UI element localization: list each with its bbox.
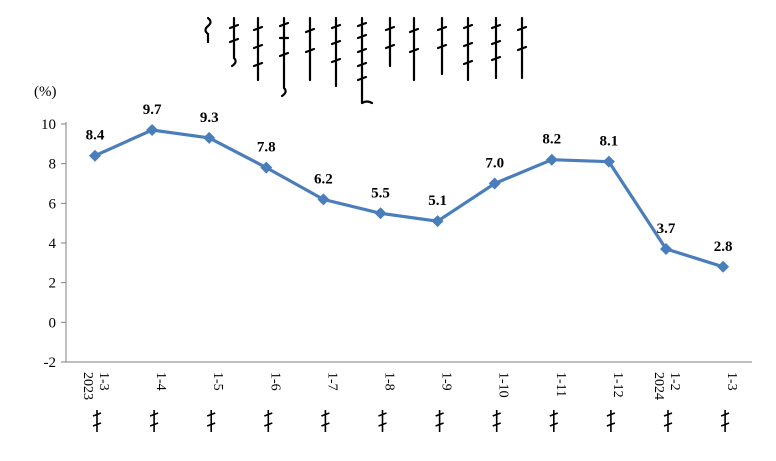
x-tick-label-9: 1-12: [610, 372, 625, 398]
data-label-11: 2.8: [714, 239, 733, 255]
data-point-3: [260, 161, 273, 174]
y-axis-ticks: -2 0 2 4 6 8 10: [41, 117, 66, 371]
data-label-8: 8.2: [542, 132, 561, 148]
data-label-6: 5.1: [428, 193, 447, 209]
data-label-3: 7.8: [257, 140, 276, 156]
x-tick-label-11: 1-3: [724, 372, 739, 391]
data-label-2: 9.3: [200, 110, 219, 126]
x-tick-script-glyph-5: [378, 410, 387, 432]
x-tick-script-glyph-8: [549, 410, 559, 432]
data-point-0: [89, 149, 101, 162]
data-label-9: 8.1: [600, 134, 619, 150]
x-tick-script-glyph-6: [435, 410, 444, 432]
data-point-6: [431, 215, 444, 228]
x-tick-script-glyph-7: [492, 410, 501, 432]
series-markers: [89, 123, 730, 273]
x-tick-script-glyph-11: [720, 410, 730, 432]
data-point-4: [317, 193, 330, 206]
series-line: [94, 128, 724, 269]
x-tick-label-5: 1-8: [382, 372, 397, 391]
axes: [65, 122, 752, 363]
data-labels: 8.4 9.7 9.3 7.8 6.2 5.5 5.1 7.0 8.2 8.1 3.7 2.8: [86, 102, 733, 255]
x-tick-script-glyph-9: [606, 410, 616, 432]
x-tick-label-0: 1-3: [96, 372, 111, 391]
data-point-5: [374, 207, 387, 220]
x-tick-label-6: 1-9: [439, 372, 454, 391]
x-tick-label-3: 1-6: [267, 372, 282, 391]
data-label-1: 9.7: [143, 102, 162, 118]
x-tick-label-2: 1-5: [210, 372, 225, 391]
data-label-4: 6.2: [314, 171, 333, 187]
x-tick-label-10-year: 2024: [651, 372, 666, 400]
y-tick-label-3: 4: [49, 236, 57, 252]
x-tick-label-7: 1-10: [496, 372, 511, 398]
y-tick-label-6: 10: [41, 117, 56, 133]
y-tick-label-2: 2: [49, 276, 57, 292]
x-tick-label-0-year: 2023: [80, 372, 95, 400]
data-label-0: 8.4: [86, 128, 105, 144]
mongolian-script-title-graphic: [204, 16, 528, 105]
data-point-7: [488, 177, 501, 190]
data-point-9: [602, 155, 615, 168]
data-point-1: [146, 123, 159, 136]
chart-title: [196, 8, 556, 108]
data-label-7: 7.0: [485, 156, 504, 172]
y-tick-label-0: -2: [44, 355, 57, 371]
data-point-2: [203, 131, 216, 144]
x-tick-script-glyph-10: [663, 410, 673, 432]
y-axis-unit-label: (%): [34, 84, 57, 100]
x-tick-script-glyph-1: [149, 410, 159, 432]
y-tick-label-4: 6: [49, 196, 57, 212]
x-tick-label-10: 1-2: [667, 372, 682, 391]
data-label-5: 5.5: [371, 185, 390, 201]
data-point-10: [660, 242, 672, 255]
x-tick-label-8: 1-11: [553, 372, 568, 397]
y-tick-label-1: 0: [49, 315, 57, 331]
x-tick-script-glyph-0: [92, 410, 102, 432]
x-tick-label-4: 1-7: [324, 372, 339, 391]
x-tick-script-glyph-4: [321, 410, 330, 432]
data-label-10: 3.7: [657, 221, 676, 237]
y-tick-label-5: 8: [49, 157, 57, 173]
data-point-11: [717, 260, 730, 273]
data-point-8: [545, 153, 558, 166]
x-tick-script-glyph-3: [264, 410, 273, 432]
x-tick-label-1: 1-4: [153, 372, 168, 391]
x-tick-script-glyph-2: [206, 410, 216, 432]
